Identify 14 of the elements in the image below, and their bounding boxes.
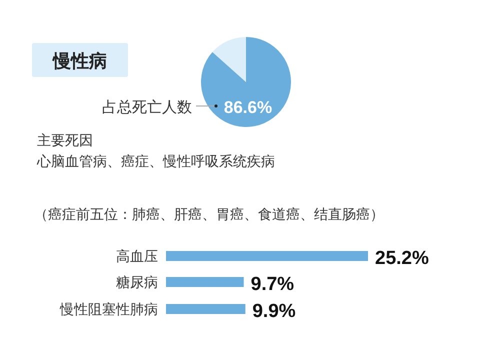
text: 慢性病: [52, 51, 107, 72]
pie-slice: [201, 37, 291, 127]
y-tick-label: 慢性阻塞性肺病: [59, 302, 158, 318]
slice-label: 占总死亡人数: [102, 98, 192, 116]
data-label: 9.9%: [252, 301, 296, 322]
y-tick-label: 高血压: [116, 249, 158, 265]
data-label: 86.6%: [224, 98, 272, 117]
data-label: 25.2%: [375, 248, 429, 269]
data-label: 9.7%: [250, 274, 294, 295]
text: （癌症前五位：肺癌、肝癌、胃癌、食道癌、结直肠癌）: [34, 207, 384, 223]
y-tick-label: 糖尿病: [116, 275, 158, 291]
text: 心脑血管病、癌症、慢性呼吸系统疾病: [36, 154, 275, 170]
pie-slice: [212, 37, 246, 82]
text: 主要死因: [37, 133, 93, 149]
